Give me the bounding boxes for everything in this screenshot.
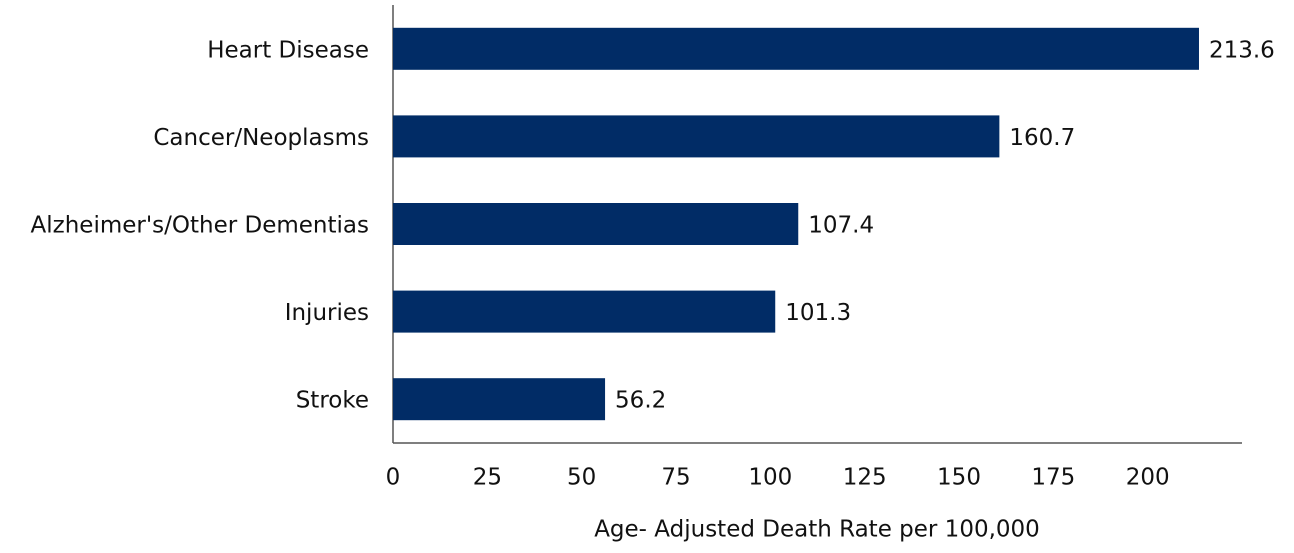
y-tick-label: Injuries [285, 300, 369, 326]
x-axis-title: Age- Adjusted Death Rate per 100,000 [594, 517, 1040, 543]
x-tick-label: 100 [748, 465, 792, 491]
data-label: 101.3 [785, 300, 851, 326]
data-label: 107.4 [808, 213, 874, 239]
bar [393, 203, 799, 245]
y-tick-label: Alzheimer's/Other Dementias [31, 213, 369, 239]
y-tick-label: Heart Disease [207, 37, 369, 63]
bar [393, 378, 606, 421]
y-tick-label: Cancer/Neoplasms [153, 125, 369, 151]
x-tick-label: 200 [1126, 465, 1170, 491]
data-label: 213.6 [1209, 37, 1275, 63]
x-tick-label: 50 [567, 465, 596, 491]
data-label: 160.7 [1009, 125, 1075, 151]
x-tick-label: 75 [661, 465, 690, 491]
bar [393, 115, 1000, 158]
x-tick-label: 25 [473, 465, 502, 491]
bar [393, 290, 776, 333]
x-tick-label: 0 [386, 465, 401, 491]
bar [393, 27, 1199, 70]
x-tick-label: 175 [1031, 465, 1075, 491]
x-tick-label: 125 [843, 465, 887, 491]
y-tick-label: Stroke [296, 388, 369, 414]
x-tick-label: 150 [937, 465, 981, 491]
data-label: 56.2 [615, 388, 666, 414]
